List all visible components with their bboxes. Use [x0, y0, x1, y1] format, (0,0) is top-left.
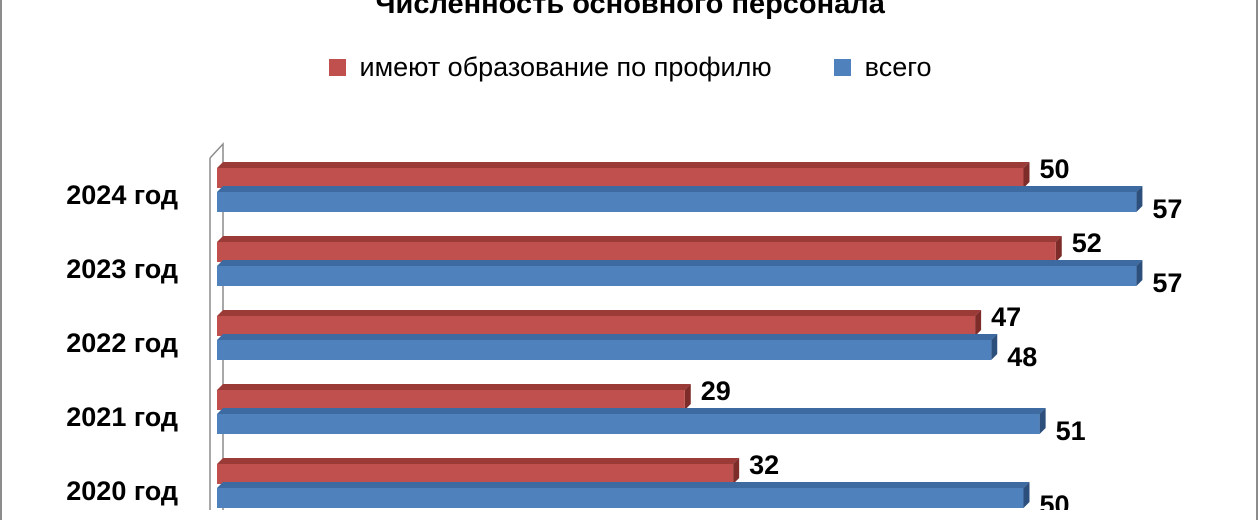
data-label-total: 50 [1040, 490, 1070, 510]
category-label: 2022 год [66, 328, 178, 358]
legend-swatch-total [833, 59, 851, 76]
data-label-profile: 47 [991, 302, 1021, 332]
category-label: 2020 год [66, 476, 178, 506]
bar-top-face [217, 260, 1143, 266]
bar-side-face [1136, 186, 1143, 212]
data-label-total: 57 [1152, 268, 1182, 298]
bar-total [217, 266, 1137, 286]
data-label-profile: 52 [1072, 228, 1102, 258]
data-label-total: 48 [1007, 342, 1037, 372]
chart-legend: имеют образование по профилю всего [0, 52, 1260, 83]
bar-side-face [1023, 482, 1030, 508]
bar-side-face [733, 458, 740, 484]
bar-side-face [975, 310, 982, 336]
data-label-profile: 32 [749, 450, 779, 480]
bar-side-face [1055, 236, 1062, 262]
bar-top-face [217, 186, 1143, 192]
category-label: 2024 год [66, 180, 178, 210]
data-label-total: 51 [1056, 416, 1086, 446]
bar-top-face [217, 310, 982, 316]
bar-top-face [217, 458, 740, 464]
legend-item-total: всего [833, 52, 932, 83]
bar-top-face [217, 384, 691, 390]
category-label: 2023 год [66, 254, 178, 284]
bar-side-face [684, 384, 691, 410]
data-label-total: 57 [1152, 194, 1182, 224]
category-label: 2021 год [66, 402, 178, 432]
bar-total [217, 414, 1040, 434]
bar-top-face [217, 334, 998, 340]
legend-swatch-profile [328, 59, 346, 76]
bar-top-face [217, 162, 1030, 168]
bar-profile [217, 464, 734, 484]
bar-profile [217, 316, 976, 336]
bar-profile [217, 242, 1056, 262]
legend-label-profile: имеют образование по профилю [359, 52, 772, 82]
legend-label-total: всего [864, 52, 932, 82]
bar-side-face [1023, 162, 1030, 188]
bar-side-face [1136, 260, 1143, 286]
bar-total [217, 340, 992, 360]
chart-title: Численность основного персонала [375, 0, 885, 20]
bar-side-face [991, 334, 998, 360]
bar-profile [217, 390, 685, 410]
bar-total [217, 192, 1137, 212]
bar-top-face [217, 236, 1062, 242]
legend-item-profile: имеют образование по профилю [328, 52, 772, 83]
data-label-profile: 29 [701, 376, 731, 406]
bar-total [217, 488, 1024, 508]
data-label-profile: 50 [1040, 154, 1070, 184]
bar-side-face [1039, 408, 1046, 434]
bar-top-face [217, 408, 1046, 414]
bar-profile [217, 168, 1024, 188]
bar-top-face [217, 482, 1030, 488]
